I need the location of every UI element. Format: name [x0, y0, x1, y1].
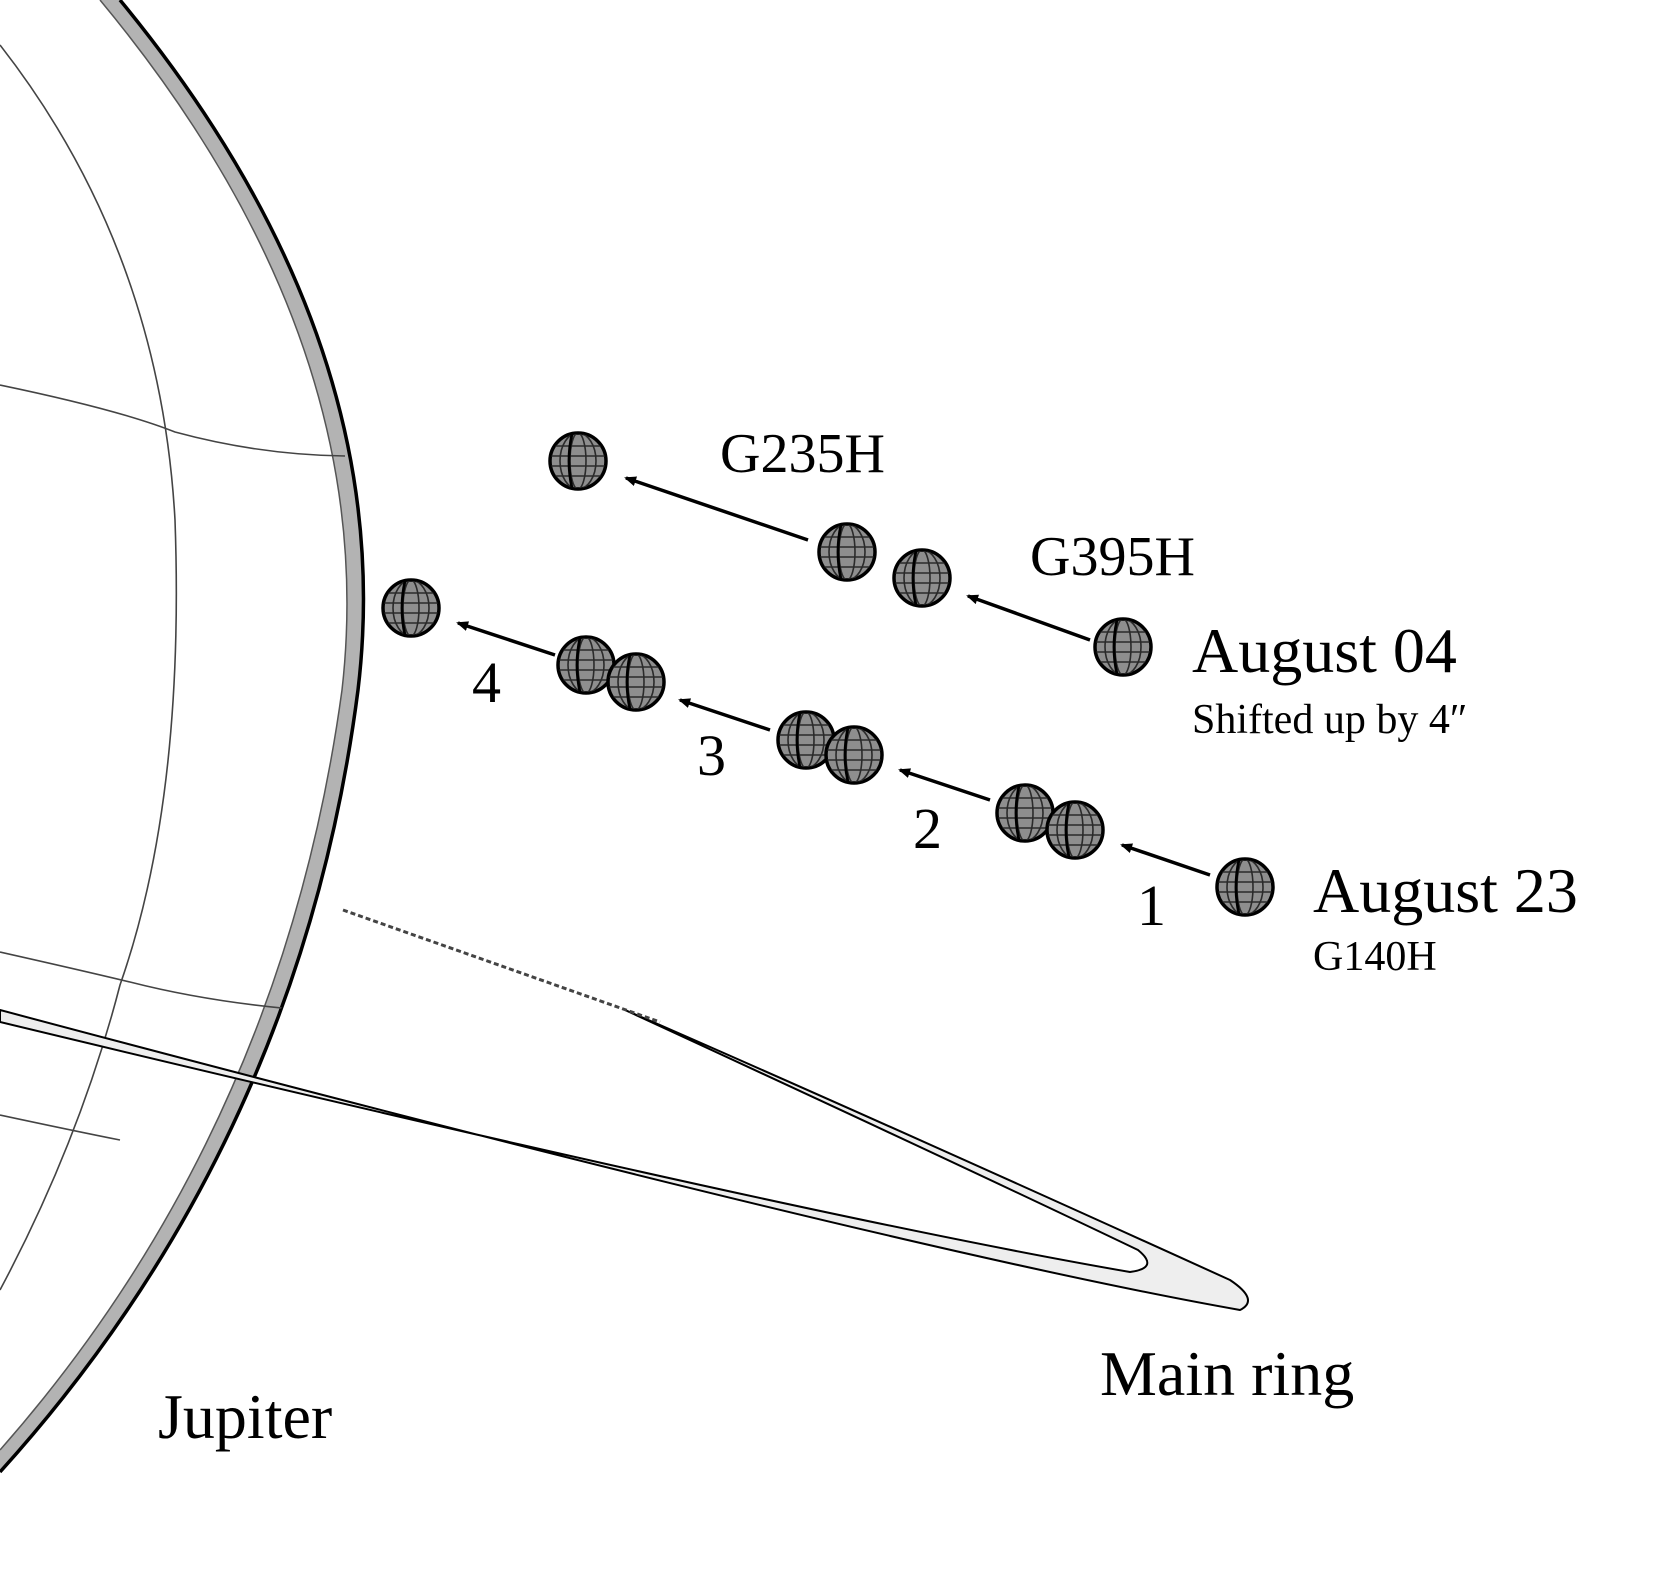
grating-label-mid: G395H	[1030, 526, 1195, 588]
gridded-sphere-icon	[1215, 859, 1275, 915]
arrow-icon	[1120, 843, 1211, 877]
jupiter-limb	[0, 0, 366, 1474]
gridded-sphere-icon	[1045, 802, 1105, 858]
arrow-icon	[624, 476, 809, 542]
step-label-1: 1	[1137, 873, 1166, 938]
arrow-icon	[898, 768, 991, 802]
gridded-sphere-icon	[381, 580, 441, 636]
grating-label-top: G235H	[720, 423, 885, 485]
arrow-icon	[966, 594, 1091, 642]
gridded-sphere-icon	[817, 524, 877, 580]
jupiter-label: Jupiter	[158, 1381, 332, 1452]
august23-label: August 23	[1313, 855, 1578, 926]
august04-label: August 04	[1192, 615, 1457, 686]
step-label-3: 3	[697, 723, 726, 788]
jupiter-limb-shade	[0, 0, 364, 1472]
arrow-icon	[678, 698, 771, 732]
main-ring-label: Main ring	[1100, 1338, 1354, 1409]
main-ring-band	[0, 1008, 1249, 1312]
jupiter-grid-lines	[0, 44, 346, 1291]
step-label-2: 2	[913, 796, 942, 861]
gridded-sphere-icon	[548, 433, 608, 489]
gridded-sphere-icon	[824, 727, 884, 783]
gridded-sphere-icon	[1093, 619, 1153, 675]
gridded-sphere-icon	[606, 654, 666, 710]
august04-note: Shifted up by 4″	[1192, 697, 1467, 743]
gridded-sphere-icon	[892, 550, 952, 606]
august23-grating-label: G140H	[1313, 934, 1437, 980]
motion-arrows	[456, 476, 1211, 877]
main-ring-hidden-arc	[342, 908, 661, 1024]
step-label-4: 4	[472, 650, 501, 715]
main-ring	[0, 908, 1249, 1312]
jupiter-disk	[0, 0, 366, 1474]
arrow-icon	[456, 621, 556, 657]
jupiter-inner-limb	[0, 0, 348, 1451]
